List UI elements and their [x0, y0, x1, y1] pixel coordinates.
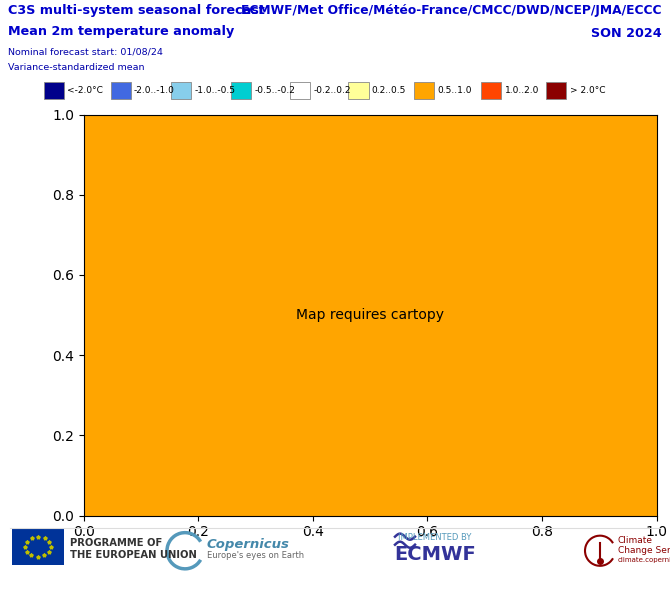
Text: ECMWF/Met Office/Météo-France/CMCC/DWD/NCEP/JMA/ECCC: ECMWF/Met Office/Météo-France/CMCC/DWD/N… [241, 4, 662, 17]
Text: THE EUROPEAN UNION: THE EUROPEAN UNION [70, 550, 197, 560]
Text: Copernicus: Copernicus [207, 538, 290, 551]
Bar [231, 83, 251, 99]
Bar [171, 83, 191, 99]
Bar [414, 83, 434, 99]
Text: 1.0..2.0: 1.0..2.0 [505, 86, 539, 95]
Text: -0.2..0.2: -0.2..0.2 [314, 86, 351, 95]
Text: Climate: Climate [618, 535, 653, 545]
Text: C3S multi-system seasonal forecast: C3S multi-system seasonal forecast [8, 4, 265, 17]
Text: IMPLEMENTED BY: IMPLEMENTED BY [398, 532, 472, 541]
Text: 0.5..1.0: 0.5..1.0 [438, 86, 472, 95]
Text: -0.5..-0.2: -0.5..-0.2 [255, 86, 295, 95]
Text: Map requires cartopy: Map requires cartopy [296, 308, 444, 322]
Bar [44, 83, 64, 99]
Text: climate.copernicus.eu: climate.copernicus.eu [618, 557, 670, 563]
Bar [348, 83, 369, 99]
Bar [481, 83, 501, 99]
Text: -2.0..-1.0: -2.0..-1.0 [134, 86, 175, 95]
Text: -1.0..-0.5: -1.0..-0.5 [194, 86, 235, 95]
Text: Nominal forecast start: 01/08/24: Nominal forecast start: 01/08/24 [8, 47, 163, 56]
Text: Europe's eyes on Earth: Europe's eyes on Earth [207, 551, 304, 560]
Text: > 2.0°C: > 2.0°C [570, 86, 605, 95]
Text: 0.2..0.5: 0.2..0.5 [372, 86, 406, 95]
Bar [290, 83, 310, 99]
Bar [12, 529, 64, 565]
Text: Change Service: Change Service [618, 546, 670, 555]
Bar [111, 83, 131, 99]
Bar [546, 83, 566, 99]
Text: ECMWF: ECMWF [394, 545, 476, 564]
Text: <-2.0°C: <-2.0°C [67, 86, 103, 95]
Text: SON 2024: SON 2024 [591, 27, 662, 40]
Text: PROGRAMME OF: PROGRAMME OF [70, 538, 162, 548]
Text: Variance-standardized mean: Variance-standardized mean [8, 63, 145, 72]
Text: Mean 2m temperature anomaly: Mean 2m temperature anomaly [8, 25, 234, 38]
